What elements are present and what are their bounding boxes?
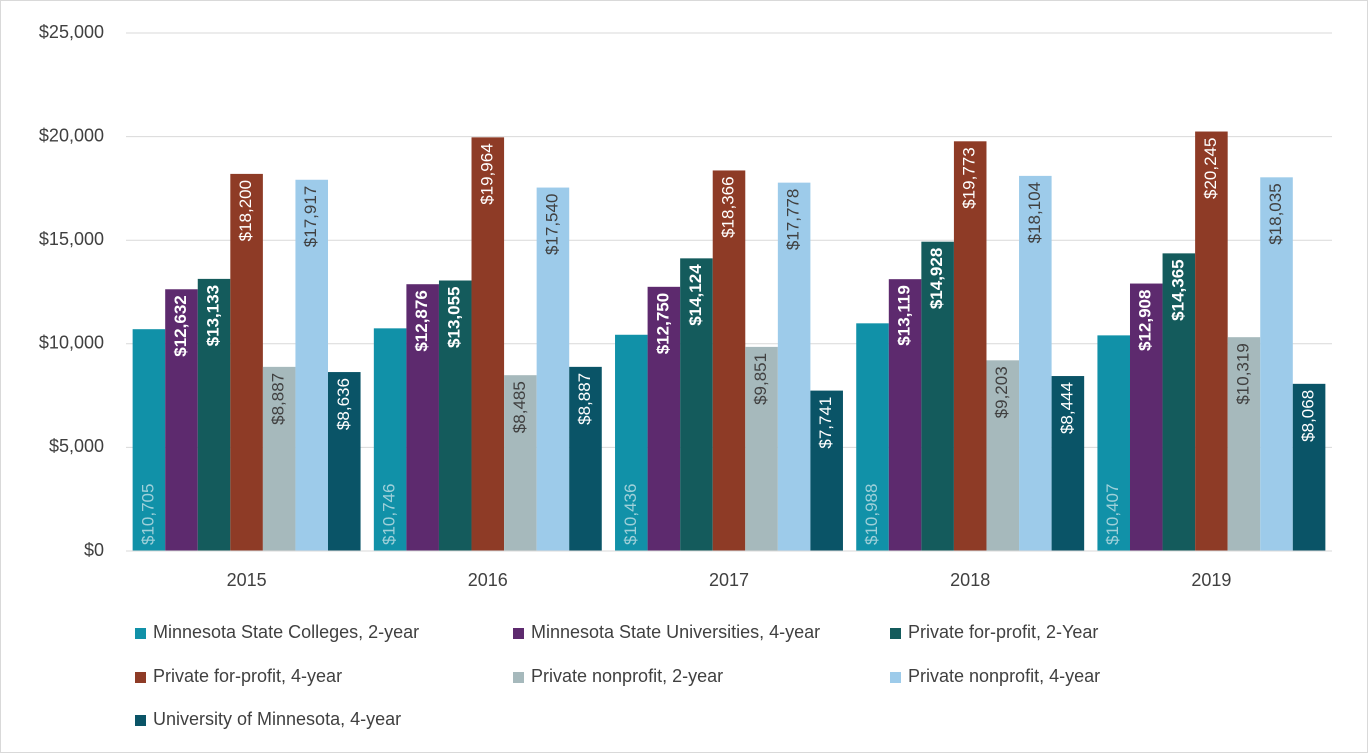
bar bbox=[615, 334, 648, 551]
y-tick-label: $10,000 bbox=[39, 333, 104, 353]
bar bbox=[1097, 335, 1130, 551]
bar bbox=[132, 329, 166, 551]
data-label: $14,928 bbox=[927, 248, 946, 309]
bar bbox=[1227, 337, 1261, 551]
data-label: $10,746 bbox=[380, 484, 399, 545]
bar bbox=[165, 289, 198, 551]
legend-swatch bbox=[513, 628, 524, 639]
bar bbox=[373, 328, 407, 551]
y-tick-label: $0 bbox=[84, 540, 104, 560]
x-tick-label: 2015 bbox=[227, 570, 267, 590]
bar bbox=[921, 241, 954, 551]
data-label: $10,436 bbox=[621, 484, 640, 545]
bar bbox=[777, 182, 811, 552]
bar bbox=[856, 323, 889, 551]
data-label: $12,908 bbox=[1136, 290, 1155, 351]
bar bbox=[1195, 131, 1228, 551]
data-label: $10,988 bbox=[862, 484, 881, 545]
legend-label: Private nonprofit, 2-year bbox=[531, 666, 723, 686]
data-label: $7,741 bbox=[816, 397, 835, 449]
data-label: $8,636 bbox=[334, 378, 353, 430]
data-label: $14,124 bbox=[686, 264, 705, 326]
bar bbox=[1162, 253, 1196, 552]
bar bbox=[1292, 383, 1326, 551]
x-tick-label: 2017 bbox=[709, 570, 749, 590]
bar bbox=[745, 346, 778, 551]
data-label: $18,104 bbox=[1025, 182, 1044, 243]
bar bbox=[438, 280, 472, 551]
legend-swatch bbox=[135, 628, 146, 639]
bar bbox=[1260, 177, 1293, 551]
bar bbox=[810, 390, 843, 551]
y-tick-label: $5,000 bbox=[49, 436, 104, 456]
legend-swatch bbox=[513, 672, 524, 683]
x-tick-label: 2019 bbox=[1191, 570, 1231, 590]
bar bbox=[953, 141, 987, 551]
x-tick-label: 2018 bbox=[950, 570, 990, 590]
data-label: $18,200 bbox=[236, 180, 255, 241]
data-label: $19,964 bbox=[477, 143, 496, 204]
data-label: $10,705 bbox=[138, 484, 157, 545]
data-label: $8,485 bbox=[510, 381, 529, 433]
data-label: $8,444 bbox=[1057, 382, 1076, 434]
data-label: $9,203 bbox=[992, 366, 1011, 418]
data-label: $9,851 bbox=[751, 353, 770, 405]
bar bbox=[569, 366, 602, 551]
data-label: $12,632 bbox=[171, 295, 190, 356]
bar bbox=[328, 372, 361, 551]
data-label: $13,119 bbox=[895, 285, 914, 346]
bar bbox=[647, 286, 681, 551]
data-label: $13,055 bbox=[445, 287, 464, 348]
legend-swatch bbox=[890, 672, 901, 683]
bar bbox=[888, 279, 922, 551]
bar bbox=[262, 366, 296, 551]
y-tick-label: $25,000 bbox=[39, 22, 104, 42]
data-label: $10,407 bbox=[1103, 484, 1122, 545]
legend-label: Minnesota State Universities, 4-year bbox=[531, 622, 820, 642]
bar bbox=[536, 187, 570, 551]
data-label: $13,133 bbox=[204, 285, 223, 346]
data-label: $14,365 bbox=[1168, 259, 1187, 320]
legend-label: Private for-profit, 4-year bbox=[153, 666, 342, 686]
legend-label: Private nonprofit, 4-year bbox=[908, 666, 1100, 686]
bar bbox=[986, 360, 1020, 551]
legend-label: Private for-profit, 2-Year bbox=[908, 622, 1098, 642]
legend-swatch bbox=[135, 672, 146, 683]
legend-swatch bbox=[135, 715, 146, 726]
bar bbox=[230, 173, 263, 551]
bar bbox=[406, 284, 439, 551]
bar bbox=[504, 375, 537, 551]
bar bbox=[1129, 283, 1163, 551]
y-tick-label: $15,000 bbox=[39, 229, 104, 249]
data-label: $8,068 bbox=[1299, 390, 1318, 442]
legend-label: University of Minnesota, 4-year bbox=[153, 709, 401, 729]
bar bbox=[1019, 175, 1052, 551]
data-label: $8,887 bbox=[269, 373, 288, 425]
legend-label: Minnesota State Colleges, 2-year bbox=[153, 622, 419, 642]
data-label: $10,319 bbox=[1233, 343, 1252, 404]
bar bbox=[1051, 376, 1085, 551]
legend-swatch bbox=[890, 628, 901, 639]
bar bbox=[680, 258, 713, 551]
data-label: $12,750 bbox=[653, 293, 672, 354]
data-label: $19,773 bbox=[960, 147, 979, 208]
data-label: $18,035 bbox=[1266, 183, 1285, 244]
data-label: $17,540 bbox=[542, 194, 561, 255]
data-label: $17,917 bbox=[301, 186, 320, 247]
data-label: $20,245 bbox=[1201, 138, 1220, 199]
data-label: $12,876 bbox=[412, 290, 431, 351]
data-label: $18,366 bbox=[718, 176, 737, 237]
data-label: $17,778 bbox=[784, 189, 803, 250]
bar bbox=[471, 137, 505, 551]
bar bbox=[197, 278, 231, 551]
bar bbox=[712, 170, 746, 551]
x-tick-label: 2016 bbox=[468, 570, 508, 590]
bar bbox=[295, 179, 329, 551]
y-tick-label: $20,000 bbox=[39, 125, 104, 145]
data-label: $8,887 bbox=[575, 373, 594, 425]
